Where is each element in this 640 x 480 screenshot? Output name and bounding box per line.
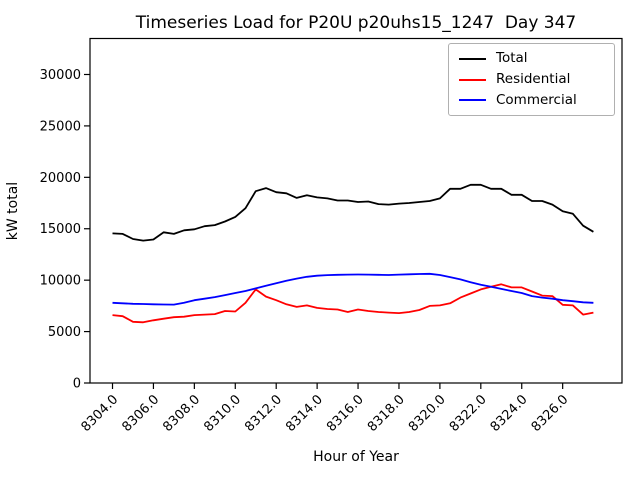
legend-label-total: Total [496, 50, 528, 66]
series-line-commercial [112, 272, 594, 306]
legend-line-total-icon [459, 57, 486, 60]
legend-label-commercial: Commercial [496, 91, 577, 108]
x-tick-label: 8310.0 [201, 392, 244, 435]
y-tick-label: 30000 [40, 68, 81, 83]
y-tick-label: 5000 [48, 325, 81, 340]
series-line-residential [112, 283, 594, 324]
x-axis-label: Hour of Year [313, 449, 399, 465]
axes-box [89, 37, 623, 384]
x-tick-label: 8326.0 [529, 392, 572, 435]
x-tick-label: 8304.0 [79, 392, 122, 435]
legend-entry-residential: Residential [459, 70, 604, 87]
legend-entry-total: Total [459, 50, 604, 66]
series-line-total [112, 183, 594, 242]
x-tick-label: 8308.0 [160, 392, 203, 435]
legend-entry-commercial: Commercial [459, 91, 604, 108]
y-tick-label: 0 [73, 377, 81, 392]
legend-label-residential: Residential [496, 70, 571, 87]
x-tick-label: 8312.0 [242, 392, 285, 435]
y-tick-label: 20000 [40, 171, 81, 186]
y-tick-label: 15000 [40, 222, 81, 237]
x-tick-label: 8306.0 [119, 392, 162, 435]
x-tick-label: 8316.0 [324, 392, 367, 435]
legend-line-residential-icon [459, 78, 486, 81]
x-tick-label: 8314.0 [283, 392, 326, 435]
legend: Total Residential Commercial [448, 43, 615, 116]
chart-title: Timeseries Load for P20U p20uhs15_1247 D… [135, 13, 577, 33]
y-tick-label: 25000 [40, 119, 81, 134]
x-tick-label: 8324.0 [488, 392, 531, 435]
x-tick-label: 8320.0 [406, 392, 449, 435]
x-tick-label: 8322.0 [447, 392, 490, 435]
y-tick-label: 10000 [40, 274, 81, 289]
legend-line-commercial-icon [459, 99, 486, 102]
x-tick-label: 8318.0 [365, 392, 408, 435]
